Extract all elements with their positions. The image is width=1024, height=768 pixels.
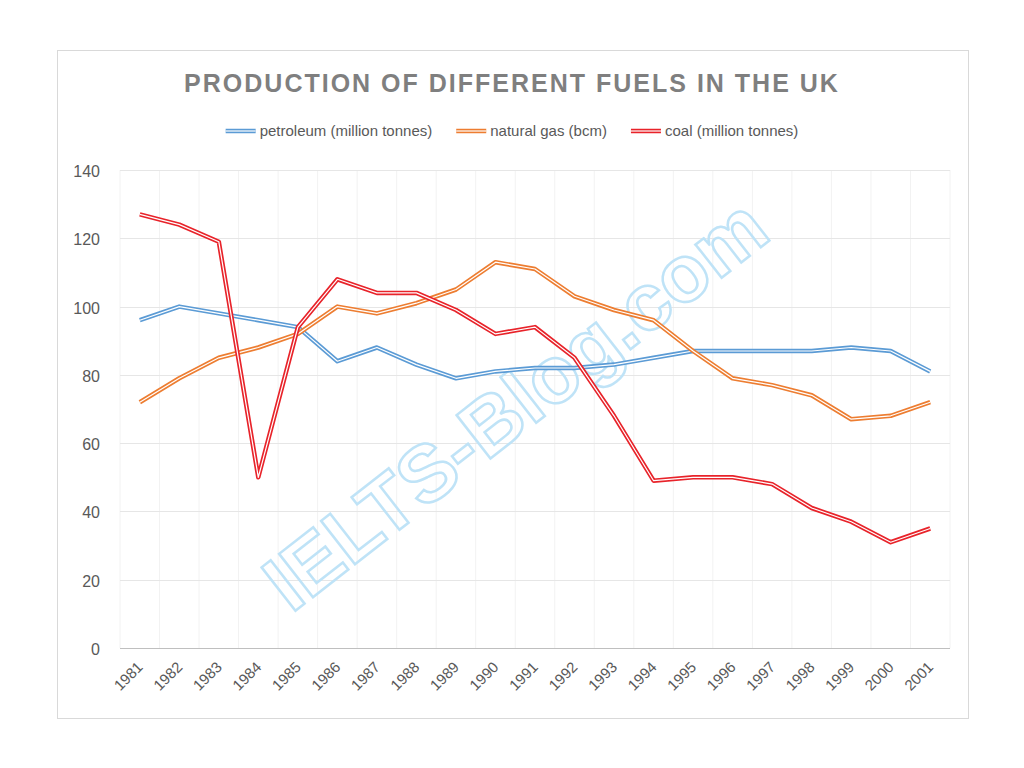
v-grid-line: [396, 170, 397, 648]
grid-line: [120, 307, 950, 308]
v-grid-line: [870, 170, 871, 648]
x-tick-label: 2000: [861, 658, 897, 694]
legend-swatch: [226, 129, 256, 134]
watermark: IELTS-Blog.com: [247, 181, 784, 628]
x-tick-label: 1991: [506, 658, 542, 694]
v-grid-line: [238, 170, 239, 648]
x-tick-label: 1992: [545, 658, 581, 694]
x-tick-label: 1997: [743, 658, 779, 694]
series-line: [140, 262, 930, 419]
x-tick-label: 1981: [110, 658, 146, 694]
chart-frame: [58, 51, 969, 719]
legend-label: coal (million tonnes): [665, 122, 798, 139]
v-grid-line: [120, 170, 121, 648]
y-tick-label: 60: [82, 436, 100, 453]
x-tick-label: 1990: [466, 658, 502, 694]
x-tick-label: 1989: [426, 658, 462, 694]
y-tick-label: 140: [73, 163, 100, 180]
x-tick-label: 1986: [308, 658, 344, 694]
v-grid-line: [594, 170, 595, 648]
y-tick-label: 80: [82, 368, 100, 385]
x-tick-label: 1987: [347, 658, 383, 694]
series-line-inner: [140, 214, 930, 542]
v-grid-line: [633, 170, 634, 648]
series-line: [140, 214, 930, 542]
legend-label: natural gas (bcm): [490, 122, 607, 139]
x-tick-label: 1994: [624, 658, 660, 694]
legend-swatch-inner: [226, 130, 256, 131]
legend: petroleum (million tonnes) natural gas (b…: [226, 122, 799, 139]
grid: [120, 170, 950, 649]
x-tick-label: 1988: [387, 658, 423, 694]
x-tick-label: 1982: [150, 658, 186, 694]
legend-label: petroleum (million tonnes): [260, 122, 433, 139]
x-tick-label: 2001: [901, 658, 937, 694]
grid-line: [120, 648, 950, 649]
y-tick-label: 20: [82, 573, 100, 590]
y-tick-label: 120: [73, 231, 100, 248]
legend-swatch: [631, 129, 661, 134]
y-tick-label: 0: [91, 641, 100, 658]
chart: PRODUCTION OF DIFFERENT FUELS IN THE UK 0…: [0, 0, 1024, 768]
series-group: [140, 214, 930, 542]
y-tick-label: 40: [82, 504, 100, 521]
x-tick-label: 1983: [189, 658, 225, 694]
x-tick-label: 1995: [664, 658, 700, 694]
legend-swatch-inner: [631, 130, 661, 131]
x-tick-label: 1998: [782, 658, 818, 694]
v-grid-line: [159, 170, 160, 648]
grid-line: [120, 238, 950, 239]
x-tick-label: 1999: [822, 658, 858, 694]
x-tick-label: 1993: [585, 658, 621, 694]
x-tick-label: 1996: [703, 658, 739, 694]
v-grid-line: [950, 170, 951, 648]
v-grid-line: [199, 170, 200, 648]
x-tick-label: 1984: [229, 658, 265, 694]
x-tick-label: 1985: [268, 658, 304, 694]
y-tick-label: 100: [73, 300, 100, 317]
title: PRODUCTION OF DIFFERENT FUELS IN THE UK: [184, 69, 840, 97]
v-grid-line: [791, 170, 792, 648]
x-axis-line: [120, 648, 950, 649]
legend-swatch: [456, 129, 486, 134]
series-line-inner: [140, 262, 930, 419]
grid-line: [120, 580, 950, 581]
series-line: [140, 307, 930, 379]
series-line-inner: [140, 307, 930, 379]
grid-line: [120, 170, 950, 171]
legend-swatch-inner: [456, 130, 486, 131]
